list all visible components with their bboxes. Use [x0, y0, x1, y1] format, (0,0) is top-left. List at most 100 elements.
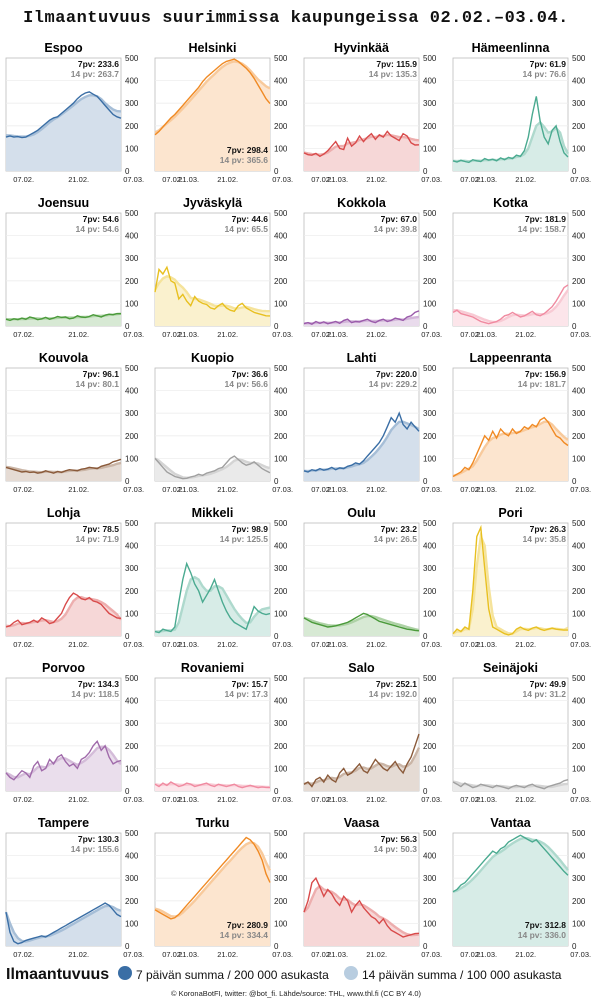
- y-tick-label: 200: [423, 742, 437, 751]
- x-tick-label: 21.02.: [515, 950, 536, 959]
- x-tick-label: 21.03.: [476, 175, 497, 184]
- x-tick-label: 21.03.: [327, 950, 348, 959]
- series-7pv-line: [5, 312, 122, 322]
- x-tick-label: 21.02.: [68, 485, 89, 494]
- x-tick-label: 07.03.: [570, 485, 591, 494]
- x-tick-label: 07.02.: [162, 485, 183, 494]
- x-tick-label: 07.02.: [13, 640, 34, 649]
- series-7pv-line: [154, 265, 271, 317]
- panel-title: Mikkeli: [192, 506, 234, 520]
- y-tick-label: 100: [423, 299, 437, 308]
- value-7pv: 7pv: 98.9: [232, 524, 269, 534]
- x-tick-label: 07.03.: [570, 795, 591, 804]
- y-tick-label: 0: [572, 942, 577, 951]
- x-tick-label: 21.02.: [68, 640, 89, 649]
- series-14pv-area: [304, 134, 419, 171]
- x-tick-label: 21.02.: [366, 640, 387, 649]
- y-tick-label: 200: [572, 122, 586, 131]
- value-7pv: 7pv: 156.9: [525, 369, 566, 379]
- series-7pv-line: [154, 455, 271, 480]
- x-tick-label: 21.02.: [366, 795, 387, 804]
- y-tick-label: 0: [274, 787, 279, 796]
- y-tick-label: 0: [274, 322, 279, 331]
- y-tick-label: 300: [423, 409, 437, 418]
- x-tick-label: 07.03.: [421, 330, 442, 339]
- y-tick-label: 200: [423, 897, 437, 906]
- panel-title: Lahti: [347, 351, 377, 365]
- value-7pv: 7pv: 36.6: [232, 369, 269, 379]
- panel-title: Joensuu: [38, 196, 89, 210]
- x-tick-label: 07.02.: [460, 330, 481, 339]
- x-tick-label: 07.02.: [13, 175, 34, 184]
- x-tick-label: 07.03.: [421, 175, 442, 184]
- value-14pv: 14 pv: 192.0: [369, 689, 417, 699]
- y-tick-label: 0: [125, 942, 130, 951]
- panel-title: Turku: [196, 816, 230, 830]
- y-tick-label: 400: [274, 77, 288, 86]
- series-14pv-area: [6, 746, 121, 791]
- y-tick-label: 100: [423, 609, 437, 618]
- series-14pv-area: [453, 122, 568, 171]
- legend-label-14pv: 14 päivän summa / 100 000 asukasta: [362, 968, 562, 982]
- series-14pv-line: [154, 457, 271, 480]
- plot-frame: [5, 212, 122, 327]
- y-tick-label: 500: [125, 209, 139, 218]
- x-tick-label: 07.03.: [272, 950, 293, 959]
- series-7pv-line: [5, 91, 122, 139]
- y-tick-label: 400: [572, 542, 586, 551]
- y-tick-label: 500: [125, 519, 139, 528]
- y-tick-label: 300: [274, 719, 288, 728]
- x-tick-label: 21.03.: [178, 640, 199, 649]
- value-7pv: 7pv: 61.9: [530, 59, 567, 69]
- panel-porvoo: Porvoo 0 100 200 300 400 500 07.02. 21.02. 07.03.…: [5, 661, 199, 804]
- y-tick-label: 300: [423, 99, 437, 108]
- y-tick-label: 100: [125, 919, 139, 928]
- series-14pv-area: [453, 838, 568, 946]
- panel-tampere: Tampere 0 100 200 300 400 500 07.02. 21.02. 07.03…: [4, 816, 199, 959]
- panel-title: Lohja: [47, 506, 81, 520]
- y-tick-label: 200: [125, 742, 139, 751]
- series-14pv-line: [154, 841, 272, 918]
- value-14pv: 14 pv: 181.7: [518, 379, 566, 389]
- series-14pv-area: [155, 61, 270, 171]
- panel-hämeenlinna: Hämeenlinna 0 100 200 300 400 500 07.02. 21.02. 0…: [452, 41, 591, 184]
- y-tick-label: 500: [274, 519, 288, 528]
- y-tick-label: 300: [125, 99, 139, 108]
- value-7pv: 7pv: 23.2: [381, 524, 418, 534]
- series-14pv-line: [153, 275, 271, 313]
- y-tick-label: 0: [572, 477, 577, 486]
- x-tick-label: 07.03.: [123, 485, 144, 494]
- y-tick-label: 0: [423, 477, 428, 486]
- panel-title: Tampere: [38, 816, 89, 830]
- y-tick-label: 100: [423, 919, 437, 928]
- value-7pv: 7pv: 134.3: [78, 679, 119, 689]
- value-14pv: 14 pv: 56.6: [225, 379, 269, 389]
- y-tick-label: 500: [572, 364, 586, 373]
- y-tick-label: 100: [274, 299, 288, 308]
- x-tick-label: 21.03.: [327, 795, 348, 804]
- value-7pv: 7pv: 233.6: [78, 59, 119, 69]
- y-tick-label: 100: [125, 454, 139, 463]
- y-tick-label: 500: [423, 54, 437, 63]
- series-14pv-area: [453, 536, 568, 636]
- value-7pv: 7pv: 220.0: [376, 369, 417, 379]
- y-tick-label: 100: [423, 764, 437, 773]
- y-tick-label: 200: [125, 897, 139, 906]
- series-14pv-line: [303, 614, 420, 632]
- value-7pv: 7pv: 44.6: [232, 214, 269, 224]
- panel-title: Hyvinkää: [334, 41, 389, 55]
- y-tick-label: 100: [423, 454, 437, 463]
- x-tick-label: 07.02.: [162, 330, 183, 339]
- value-14pv: 14 pv: 135.3: [369, 69, 417, 79]
- panel-pori: Pori 0 100 200 300 400 500 07.02. 21.02. 07.03. 21…: [452, 506, 591, 649]
- panel-title: Seinäjoki: [483, 661, 538, 675]
- panel-title: Pori: [498, 506, 522, 520]
- y-tick-label: 0: [125, 477, 130, 486]
- y-tick-label: 200: [423, 587, 437, 596]
- x-tick-label: 21.02.: [366, 330, 387, 339]
- series-14pv-line: [452, 836, 569, 893]
- x-tick-label: 07.02.: [311, 795, 332, 804]
- y-tick-label: 300: [274, 564, 288, 573]
- panel-turku: Turku 0 100 200 300 400 500 07.02. 21.02. 07.03. 2…: [154, 816, 348, 959]
- panel-mikkeli: Mikkeli 0 100 200 300 400 500 07.02. 21.02. 07.03…: [154, 506, 348, 649]
